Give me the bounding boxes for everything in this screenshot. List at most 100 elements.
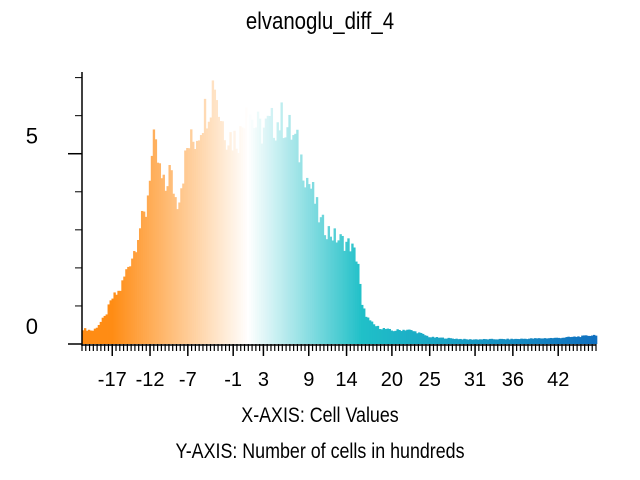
histogram-bar [365,316,368,344]
histogram-bar [294,133,297,344]
histogram-bar [351,243,354,344]
x-tick-label: 3 [258,369,269,391]
histogram-bar [107,304,110,344]
histogram-bar [249,114,252,344]
histogram-bar [95,327,99,344]
histogram-bar [380,329,384,344]
histogram-bar [111,298,114,344]
histogram-bar [496,339,500,344]
histogram-bar [345,241,348,344]
histogram-bar [581,335,584,344]
histogram-bar [113,292,116,344]
histogram-bar [231,150,234,344]
histogram-bar [260,143,264,344]
histogram-bar [398,329,401,344]
histogram-bar [591,335,594,344]
histogram-bar [302,180,305,344]
histogram-bar [323,235,327,344]
histogram-bar [473,339,476,344]
histogram-bar [190,129,193,344]
x-tick-label: 9 [303,369,314,391]
histogram-bar [510,338,513,344]
histogram-bar [447,337,450,344]
histogram-bar [341,235,344,344]
histogram-bar [278,130,281,344]
histogram-bar [237,153,240,344]
histogram-bar [585,335,588,344]
histogram-bar [592,334,596,344]
histogram-bar [410,330,413,344]
histogram-bar [119,290,122,344]
histogram-bar [437,337,441,344]
histogram-bar [288,114,291,344]
histogram-bar [587,335,590,344]
histogram-bar [121,280,124,344]
histogram-bar [270,107,274,345]
histogram-bar [384,329,388,344]
histogram-bar [201,133,205,344]
histogram-bar [488,338,492,344]
histogram-bar [168,165,171,344]
histogram-bar [85,330,89,344]
histogram-bar [256,111,260,344]
histogram-bar [286,127,289,344]
histogram-bar [243,128,246,344]
histogram-bar [453,338,456,344]
histogram-bar [197,140,201,344]
histogram-bar [549,337,553,344]
histogram-bar [93,328,97,344]
histogram-bar [347,238,350,344]
histogram-bar [258,118,262,344]
histogram-bar [89,330,93,344]
histogram-bar [109,300,112,344]
histogram-bar [133,251,136,344]
histogram-bar [144,216,148,344]
histogram-bar [388,328,391,344]
histogram-bar [467,339,470,344]
histogram-bar [471,339,474,344]
histogram-bar [309,188,313,344]
histogram-bar [339,234,342,344]
histogram-bar [176,209,179,344]
histogram-bar [547,338,551,344]
histogram-bar [368,320,372,344]
histogram-bar [264,118,268,344]
histogram-bar [386,328,389,344]
histogram-bar [561,337,564,344]
y-tick-label: 5 [26,124,38,149]
histogram-bar [459,338,462,344]
histogram-bar [402,329,405,344]
histogram-bar [502,339,505,344]
histogram-bar [514,338,517,344]
histogram-bar [463,338,466,344]
histogram-bar [543,338,547,344]
bars-group [82,80,598,345]
histogram-bar [103,315,106,344]
histogram-bar [137,240,140,344]
histogram-bar [363,308,366,344]
histogram-bar [209,117,213,345]
histogram-bar [416,333,419,344]
histogram-bar [394,330,397,344]
x-tick-label: -12 [136,369,165,391]
histogram-bar [532,338,535,344]
histogram-bar [431,336,435,344]
histogram-bar [195,140,199,344]
histogram-bar [296,129,299,344]
histogram-bar [245,107,248,344]
histogram-bar [311,182,315,344]
histogram-bar [494,339,498,344]
histogram-bar [457,339,460,344]
histogram-bar [500,338,503,344]
histogram-bar [482,338,486,344]
histogram-bar [325,239,329,344]
histogram-bar [571,336,574,344]
histogram-bar [524,338,527,344]
histogram-bar [254,127,258,345]
histogram-bar [87,329,91,344]
histogram-bar [343,250,346,344]
histogram-bar [82,330,85,344]
histogram-bar [199,135,203,344]
histogram-bar [423,335,427,344]
histogram-bar [359,283,362,344]
